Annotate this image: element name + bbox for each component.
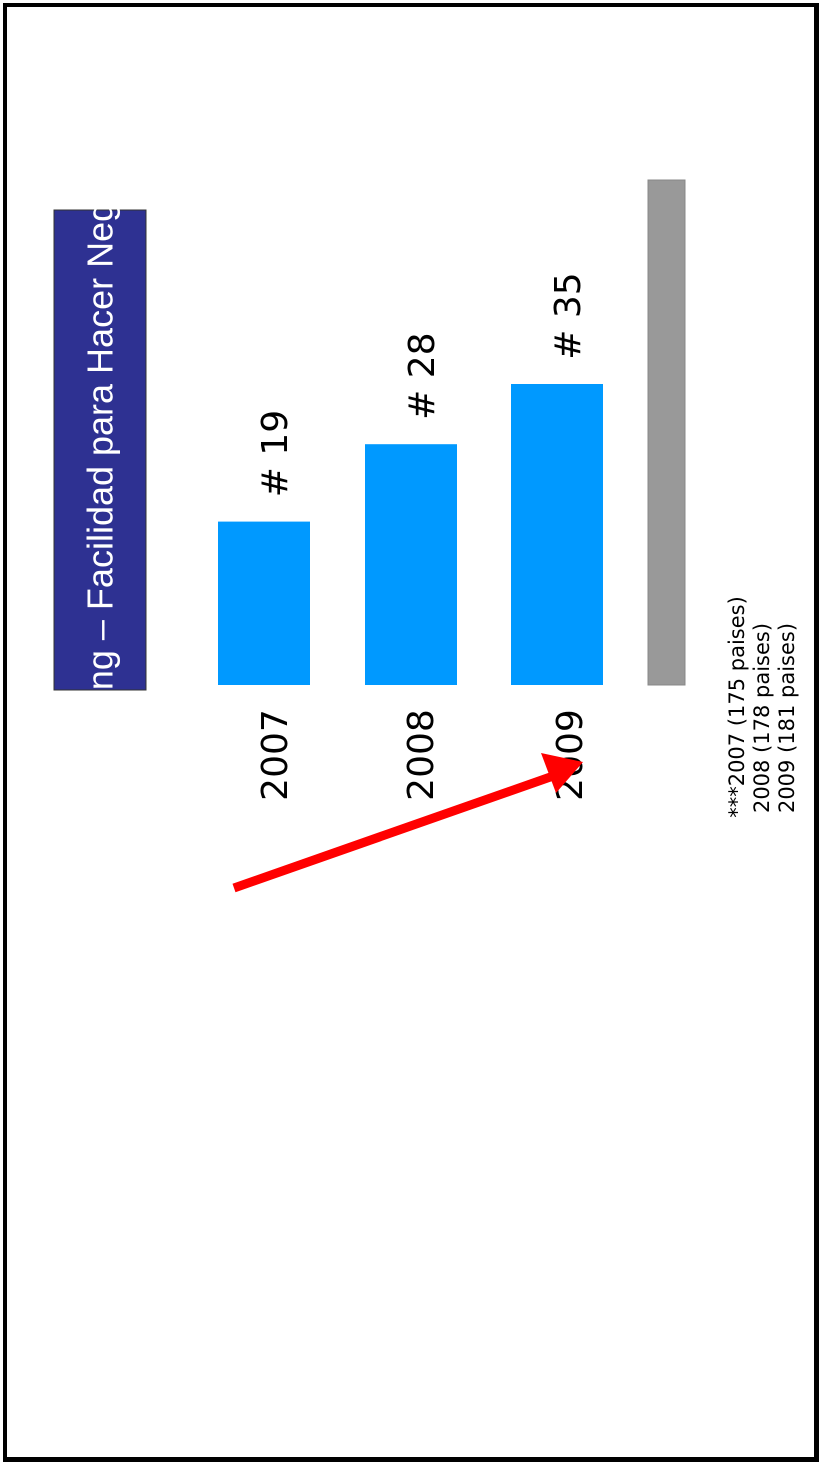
bar-2009	[511, 384, 603, 685]
chart-title: Ranking – Facilidad para Hacer Negocios	[80, 118, 121, 782]
title-background	[53, 209, 147, 691]
bar-2008	[365, 444, 457, 685]
category-label-2008: 2008	[401, 709, 442, 801]
category-label-2007: 2007	[255, 709, 296, 801]
footnote-line-2: 2008 (178 paises)	[750, 623, 774, 813]
category-labels: 2007 2008 2009	[255, 709, 591, 801]
value-label-2009: # 35	[548, 272, 589, 359]
footnote-line-3: 2009 (181 paises)	[775, 623, 799, 813]
trend-arrow	[232, 753, 583, 893]
trend-arrow-shaft	[232, 770, 558, 893]
value-label-2008: # 28	[402, 332, 443, 419]
footnote-line-1: ***2007 (175 paises)	[725, 596, 749, 818]
value-labels: # 19 # 28 # 35	[255, 272, 589, 497]
bars	[218, 384, 603, 685]
value-label-2007: # 19	[255, 410, 296, 497]
footnote: ***2007 (175 paises) 2008 (178 paises) 2…	[725, 596, 799, 818]
trend-arrow-head	[541, 753, 583, 793]
chart-baseline	[647, 179, 686, 686]
title-box: Ranking – Facilidad para Hacer Negocios	[53, 118, 147, 782]
bar-2007	[218, 521, 310, 685]
